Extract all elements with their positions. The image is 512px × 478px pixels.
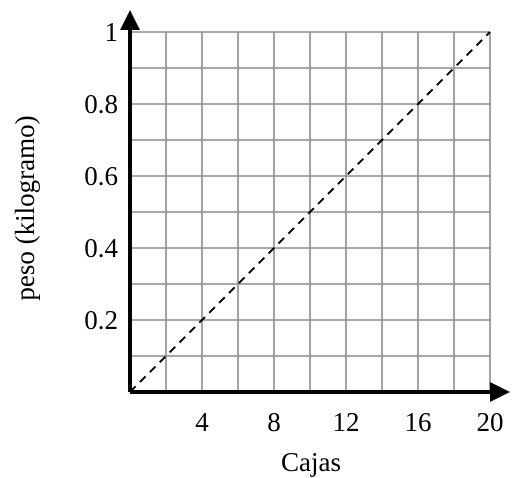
- y-tick-label: 0.6: [84, 161, 118, 191]
- x-tick-label: 8: [267, 407, 281, 437]
- y-tick-label: 0.4: [84, 233, 118, 263]
- x-axis-title: Cajas: [281, 447, 341, 477]
- grid: [130, 31, 491, 392]
- y-tick-label: 0.2: [84, 305, 118, 335]
- x-tick-label: 16: [405, 407, 432, 437]
- series-line-0: [129, 31, 491, 393]
- series-layer: [129, 31, 491, 393]
- tick-labels: 4 8 12 16 20 0.2 0.4 0.6 0.8 1: [84, 17, 503, 437]
- x-tick-label: 4: [195, 407, 209, 437]
- axes: [120, 10, 510, 402]
- x-tick-label: 12: [333, 407, 360, 437]
- y-axis-title: peso (kilogramo): [10, 115, 40, 300]
- x-tick-label: 20: [477, 407, 504, 437]
- y-tick-label: 1: [105, 17, 119, 47]
- y-tick-label: 0.8: [84, 89, 118, 119]
